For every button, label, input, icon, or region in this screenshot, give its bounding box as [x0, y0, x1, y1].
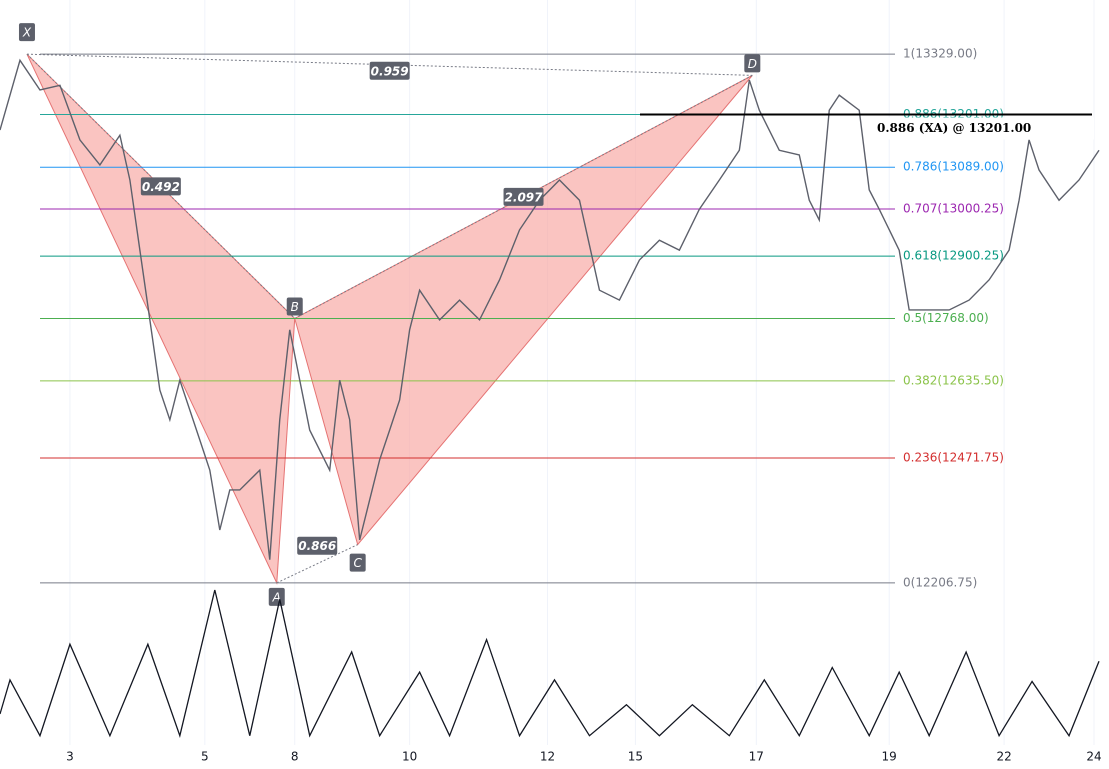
x-tick-label: 10 — [402, 750, 417, 764]
x-tick-label: 5 — [201, 750, 209, 764]
x-tick-label: 15 — [628, 750, 643, 764]
ratio-box — [369, 61, 410, 80]
annotation-text: 0.886 (XA) @ 13201.00 — [877, 121, 1031, 135]
point-label: D — [748, 57, 757, 71]
point-box — [18, 23, 35, 42]
x-tick-label: 19 — [882, 750, 897, 764]
ratio-label: 0.959 — [371, 64, 409, 78]
x-tick-label: 17 — [749, 750, 764, 764]
fib-label: 0.786(13089.00) — [903, 160, 1004, 174]
ratio-box — [140, 177, 181, 196]
annotation-bg — [872, 117, 1094, 140]
point-box — [286, 297, 303, 316]
fib-label: 0.382(12635.50) — [903, 373, 1004, 387]
x-tick-label: 24 — [1086, 750, 1101, 764]
fib-label: 0.236(12471.75) — [903, 451, 1004, 465]
ratio-label: 2.097 — [505, 190, 544, 204]
fib-label: 0(12206.75) — [903, 575, 977, 589]
point-label: B — [291, 300, 299, 314]
point-box — [349, 553, 366, 572]
ratio-line — [276, 544, 358, 584]
fib-label: 0.618(12900.25) — [903, 249, 1004, 263]
fib-label: 0.707(13000.25) — [903, 202, 1004, 216]
x-tick-label: 22 — [996, 750, 1011, 764]
point-label: A — [272, 590, 281, 604]
volume-line — [0, 589, 1100, 739]
fib-label: 0.5(12768.00) — [903, 311, 989, 325]
point-box — [744, 54, 761, 73]
ratio-label: 0.492 — [142, 180, 180, 194]
ratio-box — [297, 536, 338, 555]
ratio-label: 0.866 — [298, 539, 336, 553]
point-label: X — [22, 26, 32, 40]
ratio-box — [503, 187, 544, 206]
x-tick-label: 12 — [540, 750, 555, 764]
x-tick-label: 8 — [291, 750, 299, 764]
x-tick-label: 3 — [66, 750, 74, 764]
ratio-line — [26, 53, 753, 76]
point-label: C — [353, 556, 362, 570]
price-line — [0, 58, 1100, 560]
fib-label: 1(13329.00) — [903, 47, 977, 61]
